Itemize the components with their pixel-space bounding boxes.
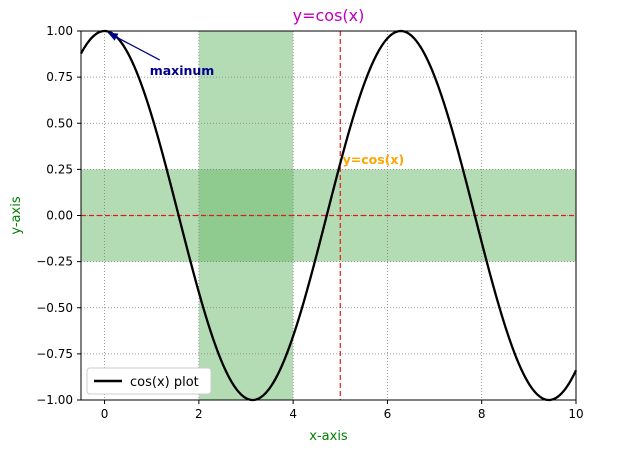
y-tick-label-2: −0.50 xyxy=(36,301,73,315)
x-tick-label-3: 6 xyxy=(384,407,392,421)
y-tick-label-1: −0.75 xyxy=(36,347,73,361)
maximum-annotation-arrow xyxy=(107,32,161,61)
x-tick-label-2: 4 xyxy=(289,407,297,421)
y-tick-label-6: 0.50 xyxy=(46,116,73,130)
y-tick-label-7: 0.75 xyxy=(46,70,73,84)
ticks-layer: 0 2 4 6 8 10 −1.00 −0.75 −0.50 −0.25 0.00 0.25 0.50 0… xyxy=(36,24,583,421)
legend-box xyxy=(86,367,212,395)
series-line-0 xyxy=(79,29,578,402)
annotations-layer: maxinum y=cos(x) xyxy=(107,32,405,167)
y-tick-label-5: 0.25 xyxy=(46,162,73,176)
legend-label: cos(x) plot xyxy=(130,375,199,390)
x-tick-label-5: 10 xyxy=(568,407,583,421)
y-tick-label-3: −0.25 xyxy=(36,255,73,269)
y-tick-label-4: 0.00 xyxy=(46,209,73,223)
x-tick-label-4: 8 xyxy=(478,407,486,421)
x-tick-label-0: 0 xyxy=(101,407,109,421)
series-layer xyxy=(79,29,578,402)
legend: cos(x) plot xyxy=(86,367,212,395)
chart-title: y=cos(x) xyxy=(293,6,365,25)
y-tick-label-0: −1.00 xyxy=(36,393,73,407)
y-tick-label-8: 1.00 xyxy=(46,24,73,38)
maximum-annotation-label: maxinum xyxy=(150,63,215,78)
reference-lines-layer xyxy=(81,31,576,400)
x-tick-label-1: 2 xyxy=(195,407,203,421)
x-axis-label: x-axis xyxy=(309,429,348,444)
y-axis-label: y-axis xyxy=(9,196,24,234)
curve-annotation-label: y=cos(x) xyxy=(343,152,405,167)
